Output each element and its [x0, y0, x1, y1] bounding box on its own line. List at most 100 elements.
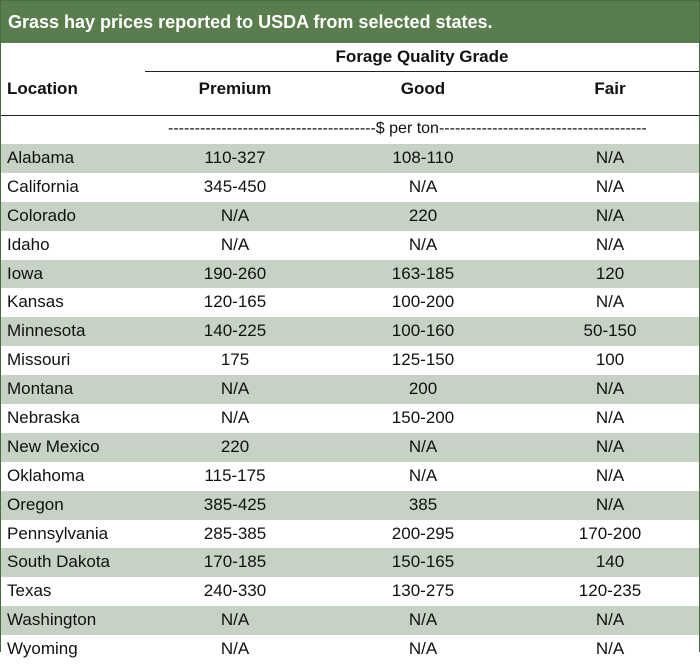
table-row: Kansas 120-165 100-200 N/A — [1, 288, 699, 318]
cell-location: South Dakota — [7, 552, 111, 572]
unit-label: ---------------------------------------$… — [168, 120, 647, 137]
cell-premium: 220 — [220, 436, 250, 456]
cell-premium: 170-185 — [203, 552, 267, 572]
cell-premium: 110-327 — [204, 148, 266, 167]
cell-good: 125-150 — [391, 350, 455, 370]
cell-fair: N/A — [595, 292, 625, 312]
table-row: Texas 240-330 130-275 120-235 — [1, 577, 699, 607]
cell-good: 108-110 — [392, 148, 454, 167]
cell-location: Oregon — [7, 494, 64, 514]
cell-good: N/A — [408, 610, 438, 630]
unit-row: ---------------------------------------$… — [1, 116, 699, 144]
cell-location: Minnesota — [7, 321, 86, 341]
cell-fair: 100 — [595, 350, 625, 370]
cell-location: Kansas — [7, 292, 64, 312]
cell-location: Nebraska — [7, 408, 80, 428]
table-body: Alabama 110-327 108-110 N/A California 345-45… — [1, 144, 699, 664]
cell-fair: 120 — [595, 263, 625, 283]
cell-fair: N/A — [595, 610, 625, 630]
cell-fair: N/A — [595, 494, 625, 514]
cell-fair: N/A — [595, 639, 625, 659]
cell-location: Oklahoma — [7, 465, 85, 485]
cell-fair: 140 — [595, 552, 625, 572]
table-row: Oklahoma 115-175 N/A N/A — [1, 461, 699, 491]
cell-location: Washington — [7, 610, 97, 630]
cell-good: N/A — [408, 465, 438, 485]
cell-fair: 120-235 — [578, 581, 642, 601]
table-row: Pennsylvania 285-385 200-295 170-200 — [1, 519, 699, 549]
cell-premium: N/A — [220, 639, 250, 659]
cell-good: N/A — [408, 176, 438, 196]
group-header: Forage Quality Grade — [335, 47, 509, 66]
cell-good: N/A — [408, 639, 438, 659]
header-divider — [1, 115, 699, 116]
cell-good: 130-275 — [391, 581, 455, 601]
column-header-good: Good — [400, 79, 446, 98]
cell-fair: N/A — [595, 234, 625, 254]
cell-good: N/A — [408, 436, 438, 456]
cell-premium: N/A — [220, 205, 250, 225]
cell-premium: 115-175 — [204, 465, 266, 485]
cell-good: 100-160 — [391, 321, 455, 341]
cell-premium: 190-260 — [203, 263, 267, 283]
cell-premium: 345-450 — [203, 176, 267, 196]
cell-fair: N/A — [595, 408, 625, 428]
table-row: Minnesota 140-225 100-160 50-150 — [1, 317, 699, 347]
cell-good: 220 — [408, 205, 438, 225]
cell-premium: N/A — [220, 408, 250, 428]
cell-good: N/A — [408, 234, 438, 254]
cell-good: 385 — [408, 494, 438, 514]
cell-location: Colorado — [7, 205, 76, 225]
cell-good: 200-295 — [391, 523, 455, 543]
table-row: Wyoming N/A N/A N/A — [1, 635, 699, 664]
cell-location: Missouri — [7, 350, 71, 370]
cell-premium: 385-425 — [203, 494, 267, 514]
cell-good: 100-200 — [391, 292, 455, 312]
cell-premium: 285-385 — [203, 523, 267, 543]
table-row: New Mexico 220 N/A N/A — [1, 432, 699, 462]
cell-location: Iowa — [7, 263, 43, 283]
cell-location: Wyoming — [7, 639, 78, 659]
table-row: Idaho N/A N/A N/A — [1, 230, 699, 260]
table-header: Forage Quality Grade Location Premium Go… — [1, 43, 699, 116]
cell-location: Idaho — [7, 234, 50, 254]
table-row: South Dakota 170-185 150-165 140 — [1, 548, 699, 578]
cell-fair: 170-200 — [578, 523, 642, 543]
cell-premium: 240-330 — [203, 581, 267, 601]
cell-good: 163-185 — [391, 263, 455, 283]
table-row: Washington N/A N/A N/A — [1, 606, 699, 636]
cell-premium: N/A — [220, 610, 250, 630]
table-row: Nebraska N/A 150-200 N/A — [1, 404, 699, 433]
cell-good: 150-200 — [391, 408, 455, 428]
cell-premium: N/A — [220, 234, 250, 254]
cell-good: 200 — [408, 379, 438, 399]
cell-premium: 140-225 — [203, 321, 267, 341]
cell-fair: 50-150 — [583, 321, 637, 341]
table-row: California 345-450 N/A N/A — [1, 172, 699, 202]
table-row: Colorado N/A 220 N/A — [1, 201, 699, 231]
cell-fair: N/A — [595, 205, 625, 225]
group-divider — [145, 71, 699, 72]
column-header-location: Location — [7, 79, 78, 98]
table-row: Missouri 175 125-150 100 — [1, 346, 699, 376]
cell-location: Pennsylvania — [7, 523, 109, 543]
cell-premium: N/A — [220, 379, 250, 399]
cell-good: 150-165 — [391, 552, 455, 572]
column-header-fair: Fair — [594, 79, 626, 98]
cell-fair: N/A — [595, 176, 625, 196]
cell-location: Alabama — [7, 148, 75, 167]
cell-location: Montana — [7, 379, 74, 399]
table-row: Alabama 110-327 108-110 N/A — [1, 144, 699, 173]
cell-fair: N/A — [595, 148, 625, 167]
cell-fair: N/A — [595, 436, 625, 456]
cell-premium: 175 — [220, 350, 250, 370]
cell-premium: 120-165 — [203, 292, 267, 312]
table-row: Montana N/A 200 N/A — [1, 375, 699, 405]
cell-fair: N/A — [595, 379, 625, 399]
cell-location: California — [7, 176, 79, 196]
cell-location: Texas — [7, 581, 52, 601]
cell-location: New Mexico — [7, 436, 100, 456]
table-row: Iowa 190-260 163-185 120 — [1, 259, 699, 289]
table-title: Grass hay prices reported to USDA from s… — [1, 1, 699, 43]
